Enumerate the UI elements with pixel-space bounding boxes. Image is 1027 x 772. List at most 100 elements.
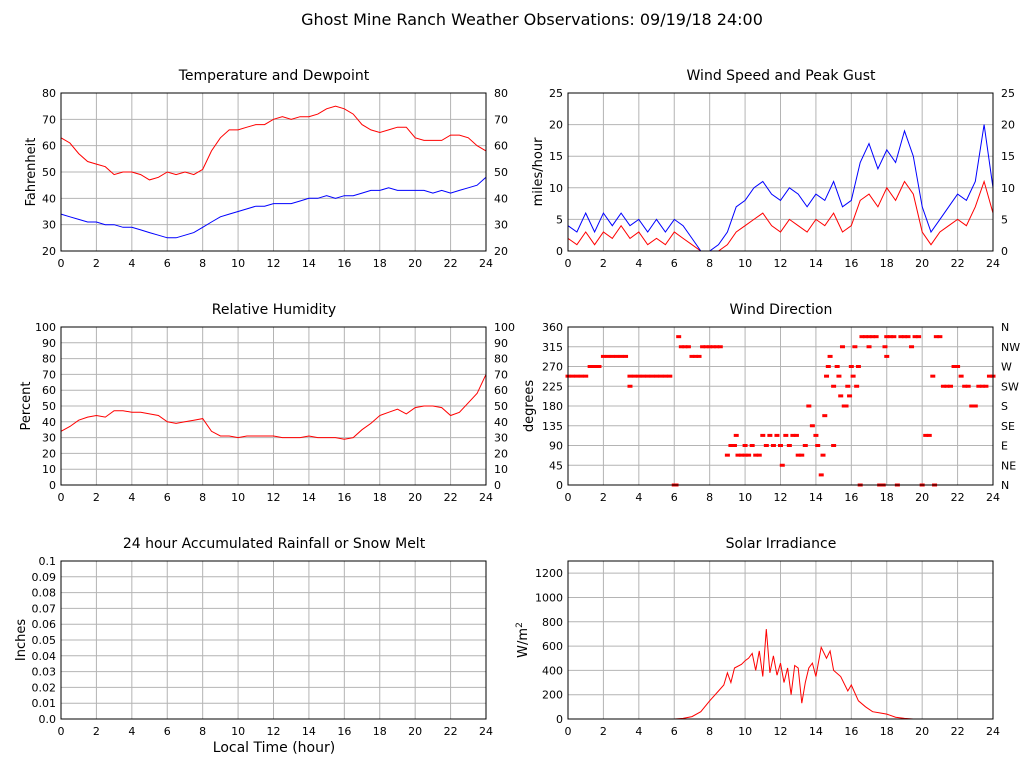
direction-point	[587, 365, 593, 368]
direction-point	[658, 374, 664, 378]
direction-point	[631, 374, 637, 378]
direction-point	[569, 374, 575, 378]
y-tick-label: 0	[556, 479, 563, 492]
direction-point	[793, 433, 799, 437]
y-tick-label: 70	[42, 368, 56, 381]
y-tick-label: 80	[42, 87, 56, 100]
y-tick-label: 180	[542, 400, 563, 413]
direction-point	[937, 335, 943, 339]
x-tick-label: 24	[479, 491, 493, 504]
direction-point	[735, 453, 741, 457]
y-tick-label: 0.07	[32, 602, 57, 615]
direction-point	[983, 384, 989, 388]
direction-point	[958, 374, 964, 378]
dir-frame	[567, 326, 994, 486]
direction-point	[979, 384, 985, 388]
x-tick-label: 22	[444, 725, 458, 738]
y-tick-label: 800	[542, 616, 563, 629]
x-tick-label: 10	[231, 491, 245, 504]
x-tick-label: 24	[986, 725, 1000, 738]
y-tick-label: 315	[542, 341, 563, 354]
direction-point	[901, 335, 907, 339]
right-tick-label: 30	[494, 432, 508, 445]
direction-point	[783, 433, 789, 437]
x-tick-label: 22	[951, 491, 965, 504]
x-tick-label: 4	[635, 491, 642, 504]
direction-point	[944, 384, 950, 388]
x-tick-label: 0	[565, 725, 572, 738]
y-tick-label: 0.0	[39, 713, 57, 726]
x-tick-label: 4	[635, 257, 642, 270]
rh-frame	[60, 326, 487, 486]
direction-point	[923, 433, 929, 437]
solar-frame	[567, 560, 994, 720]
direction-point	[820, 453, 826, 457]
x-tick-label: 8	[199, 491, 206, 504]
y-tick-label: 100	[35, 321, 56, 334]
y-tick-label: 0.06	[32, 618, 57, 631]
direction-point	[873, 335, 879, 339]
x-tick-label: 20	[408, 491, 422, 504]
direction-point	[972, 404, 978, 408]
direction-point	[926, 433, 932, 437]
direction-point	[614, 354, 620, 358]
direction-point	[685, 345, 691, 349]
direction-point	[839, 345, 845, 349]
direction-point	[855, 365, 861, 368]
direction-point	[866, 345, 872, 349]
direction-point	[825, 365, 831, 368]
direction-point	[605, 354, 611, 358]
direction-point	[700, 345, 706, 349]
x-tick-label: 6	[164, 725, 171, 738]
x-tick-label: 10	[738, 725, 752, 738]
relative-humidity-panel: Relative Humidity Percent	[19, 302, 336, 430]
direction-point	[863, 335, 868, 339]
x-tick-label: 20	[408, 725, 422, 738]
compass-label: SE	[1001, 420, 1015, 433]
direction-point	[854, 384, 860, 388]
y-tick-label: 90	[42, 337, 56, 350]
right-tick-label: 40	[494, 416, 508, 429]
rh-series-line-0	[60, 374, 487, 440]
direction-point	[986, 374, 992, 378]
x-tick-label: 6	[671, 491, 678, 504]
x-tick-label: 24	[479, 725, 493, 738]
direction-point	[623, 354, 629, 358]
direction-point	[969, 404, 975, 408]
direction-point	[834, 365, 840, 368]
solar-ylabel-superscript: 2	[515, 622, 525, 628]
y-tick-label: 70	[42, 113, 56, 126]
direction-point	[916, 335, 922, 339]
y-tick-label: 200	[542, 689, 563, 702]
direction-point	[742, 444, 748, 447]
x-tick-label: 10	[738, 257, 752, 270]
x-tick-label: 2	[600, 257, 607, 270]
y-tick-label: 1200	[535, 567, 563, 580]
y-tick-label: 10	[549, 182, 563, 195]
direction-point	[827, 354, 833, 358]
direction-point	[742, 453, 748, 457]
y-tick-label: 50	[42, 166, 56, 179]
direction-point	[627, 384, 633, 388]
direction-point	[838, 394, 844, 398]
right-tick-label: 60	[494, 140, 508, 153]
direction-point	[696, 354, 702, 358]
direction-point	[831, 384, 837, 388]
direction-point	[866, 335, 872, 339]
solar-series-line-0	[568, 629, 993, 720]
direction-point	[753, 453, 759, 457]
direction-point	[710, 345, 716, 349]
x-tick-label: 20	[915, 725, 929, 738]
rain-frame	[60, 560, 487, 720]
y-tick-label: 0.02	[32, 681, 57, 694]
x-tick-label: 6	[671, 725, 678, 738]
direction-point	[965, 384, 971, 388]
direction-point	[774, 433, 780, 437]
x-tick-label: 20	[915, 491, 929, 504]
y-tick-label: 30	[42, 219, 56, 232]
direction-point	[667, 374, 673, 378]
